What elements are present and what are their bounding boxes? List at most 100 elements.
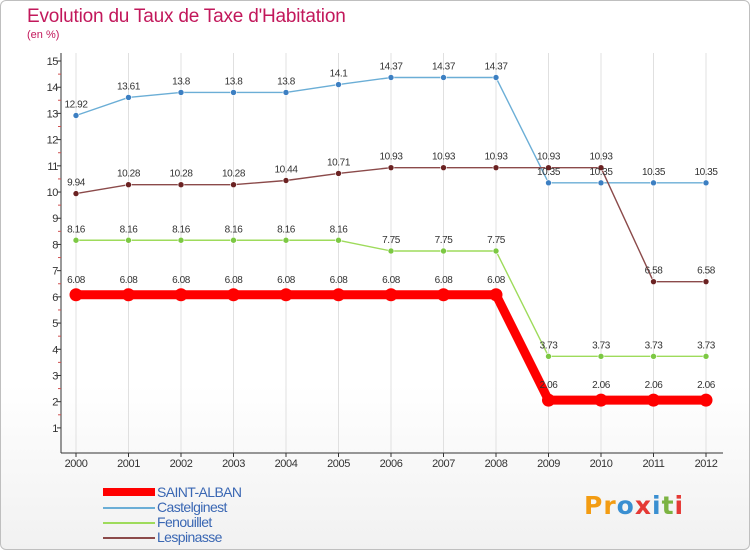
data-label-fenouillet: 8.16 (67, 224, 86, 235)
logo-letter: o (616, 491, 635, 520)
data-label-lespinasse: 10.93 (379, 152, 403, 163)
logo-letter: P (584, 491, 604, 520)
data-label-castelginest: 12.92 (64, 100, 88, 111)
data-point-saint-alban (542, 393, 555, 407)
data-label-castelginest: 13.8 (225, 76, 244, 87)
y-tick-label-2: 2 (52, 397, 58, 409)
data-label-fenouillet: 3.73 (540, 340, 559, 351)
data-point-saint-alban (227, 288, 240, 302)
data-label-lespinasse: 10.93 (484, 152, 508, 163)
x-tick-label-2001: 2001 (117, 458, 140, 470)
logo-letter: i (652, 491, 662, 520)
chart-title: Evolution du Taux de Taxe d'Habitation (27, 6, 346, 27)
y-tick-label-4: 4 (52, 344, 58, 356)
legend-label-lespinasse: Lespinasse (157, 529, 222, 545)
chart-unit-label: (en %) (27, 29, 60, 41)
data-point-castelginest (387, 74, 395, 81)
data-label-saint-alban: 6.08 (120, 275, 139, 286)
data-point-fenouillet (440, 247, 447, 255)
data-point-castelginest (440, 74, 447, 81)
y-tick-label-14: 14 (47, 82, 59, 94)
data-point-lespinasse (597, 164, 605, 171)
data-label-saint-alban: 6.08 (487, 275, 506, 286)
y-tick-label-9: 9 (52, 213, 58, 225)
data-point-lespinasse (335, 170, 342, 177)
y-tick-label-10: 10 (47, 187, 59, 199)
data-point-castelginest (492, 74, 500, 81)
x-tick-label-2009: 2009 (537, 458, 560, 470)
data-label-lespinasse: 10.28 (169, 169, 193, 180)
data-label-fenouillet: 3.73 (645, 340, 664, 351)
data-point-lespinasse (545, 164, 552, 171)
data-label-fenouillet: 8.16 (225, 224, 244, 235)
data-label-castelginest: 10.35 (589, 167, 613, 178)
y-tick-label-6: 6 (52, 292, 58, 304)
data-point-fenouillet (125, 236, 132, 244)
data-point-lespinasse (650, 278, 657, 285)
data-label-saint-alban: 6.08 (172, 275, 191, 286)
x-tick-label-2004: 2004 (275, 458, 298, 470)
data-label-castelginest: 10.35 (537, 167, 561, 178)
y-tick-label-8: 8 (52, 239, 58, 251)
data-point-saint-alban (699, 393, 713, 407)
data-point-saint-alban (647, 393, 660, 407)
data-label-saint-alban: 6.08 (435, 275, 454, 286)
data-label-fenouillet: 7.75 (435, 235, 454, 246)
x-tick-label-2008: 2008 (485, 458, 508, 470)
data-point-fenouillet (597, 353, 605, 360)
data-point-fenouillet (230, 236, 237, 244)
legend-swatch-lespinasse (103, 537, 155, 539)
data-point-castelginest (545, 179, 552, 187)
data-point-fenouillet (387, 247, 395, 255)
x-tick-label-2005: 2005 (327, 458, 350, 470)
data-point-lespinasse (230, 181, 237, 188)
data-label-castelginest: 13.8 (277, 76, 296, 87)
x-tick-label-2011: 2011 (642, 458, 664, 470)
data-label-saint-alban: 2.06 (592, 380, 611, 391)
data-point-saint-alban (384, 288, 398, 302)
legend-swatch-saint-alban (103, 488, 155, 496)
data-label-castelginest: 13.8 (172, 76, 191, 87)
data-label-lespinasse: 10.93 (589, 152, 613, 163)
data-point-lespinasse (282, 177, 290, 184)
data-label-lespinasse: 9.94 (67, 178, 86, 189)
data-label-fenouillet: 8.16 (120, 224, 139, 235)
data-point-castelginest (125, 94, 132, 101)
data-point-castelginest (282, 89, 290, 96)
logo-letter: r (603, 491, 617, 520)
legend-label-fenouillet: Fenouillet (157, 514, 212, 530)
data-point-lespinasse (177, 181, 185, 188)
data-point-castelginest (177, 89, 185, 96)
data-label-saint-alban: 6.08 (382, 275, 401, 286)
data-label-saint-alban: 6.08 (277, 275, 296, 286)
data-label-lespinasse: 10.44 (274, 165, 298, 176)
data-point-saint-alban (122, 288, 135, 302)
legend-swatch-fenouillet (103, 522, 155, 524)
series-lespinasse (72, 164, 710, 285)
data-label-fenouillet: 8.16 (277, 224, 296, 235)
data-point-lespinasse (702, 278, 710, 285)
data-label-saint-alban: 6.08 (67, 275, 86, 286)
series-saint-alban (69, 288, 713, 407)
x-tick-label-2012: 2012 (695, 458, 718, 470)
data-label-lespinasse: 10.28 (222, 169, 246, 180)
data-point-castelginest (335, 81, 342, 88)
data-point-lespinasse (387, 164, 395, 171)
data-labels: 6.08 6.08 6.08 6.08 6.08 6.08 6.08 6.08 6.08 2.06… (64, 62, 718, 392)
logo-letter: i (674, 491, 685, 520)
data-point-fenouillet (702, 353, 710, 360)
series-fenouillet (72, 236, 710, 360)
logo-letter: t (661, 491, 675, 520)
data-label-saint-alban: 6.08 (225, 275, 244, 286)
data-point-castelginest (72, 112, 80, 119)
logo-letter: x (634, 491, 652, 520)
y-tick-label-15: 15 (47, 56, 59, 68)
y-tick-label-1: 1 (52, 423, 58, 435)
data-label-saint-alban: 2.06 (645, 380, 664, 391)
x-tick-label-2006: 2006 (380, 458, 403, 470)
data-label-castelginest: 10.35 (642, 167, 666, 178)
proxiti-logo: Proxiti (584, 491, 684, 520)
data-label-saint-alban: 2.06 (540, 380, 559, 391)
data-point-saint-alban (594, 393, 608, 407)
